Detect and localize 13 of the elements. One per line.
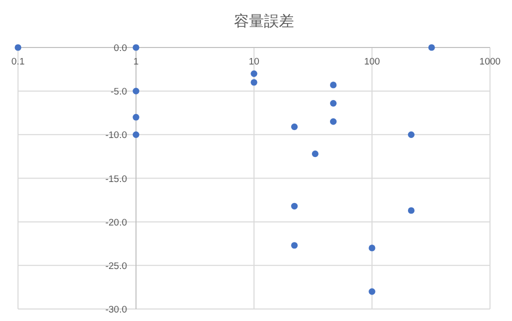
x-tick-label: 100 [364,56,380,68]
y-tick-label: 0.0 [114,43,127,54]
x-tick-label: 1000 [479,56,501,68]
chart-title: 容量誤差 [234,13,294,30]
y-tick-label: -5.0 [110,86,127,98]
x-tick-label: 1 [133,56,139,68]
y-tick-label: -15.0 [105,174,127,185]
y-tick-label: -25.0 [105,260,127,272]
y-tick-label: -20.0 [105,217,127,228]
x-tick-label: 10 [248,56,260,68]
x-tick-label: 0.1 [11,56,25,68]
y-tick-label: -10.0 [105,130,127,142]
y-tick-label: -30.0 [105,304,127,316]
